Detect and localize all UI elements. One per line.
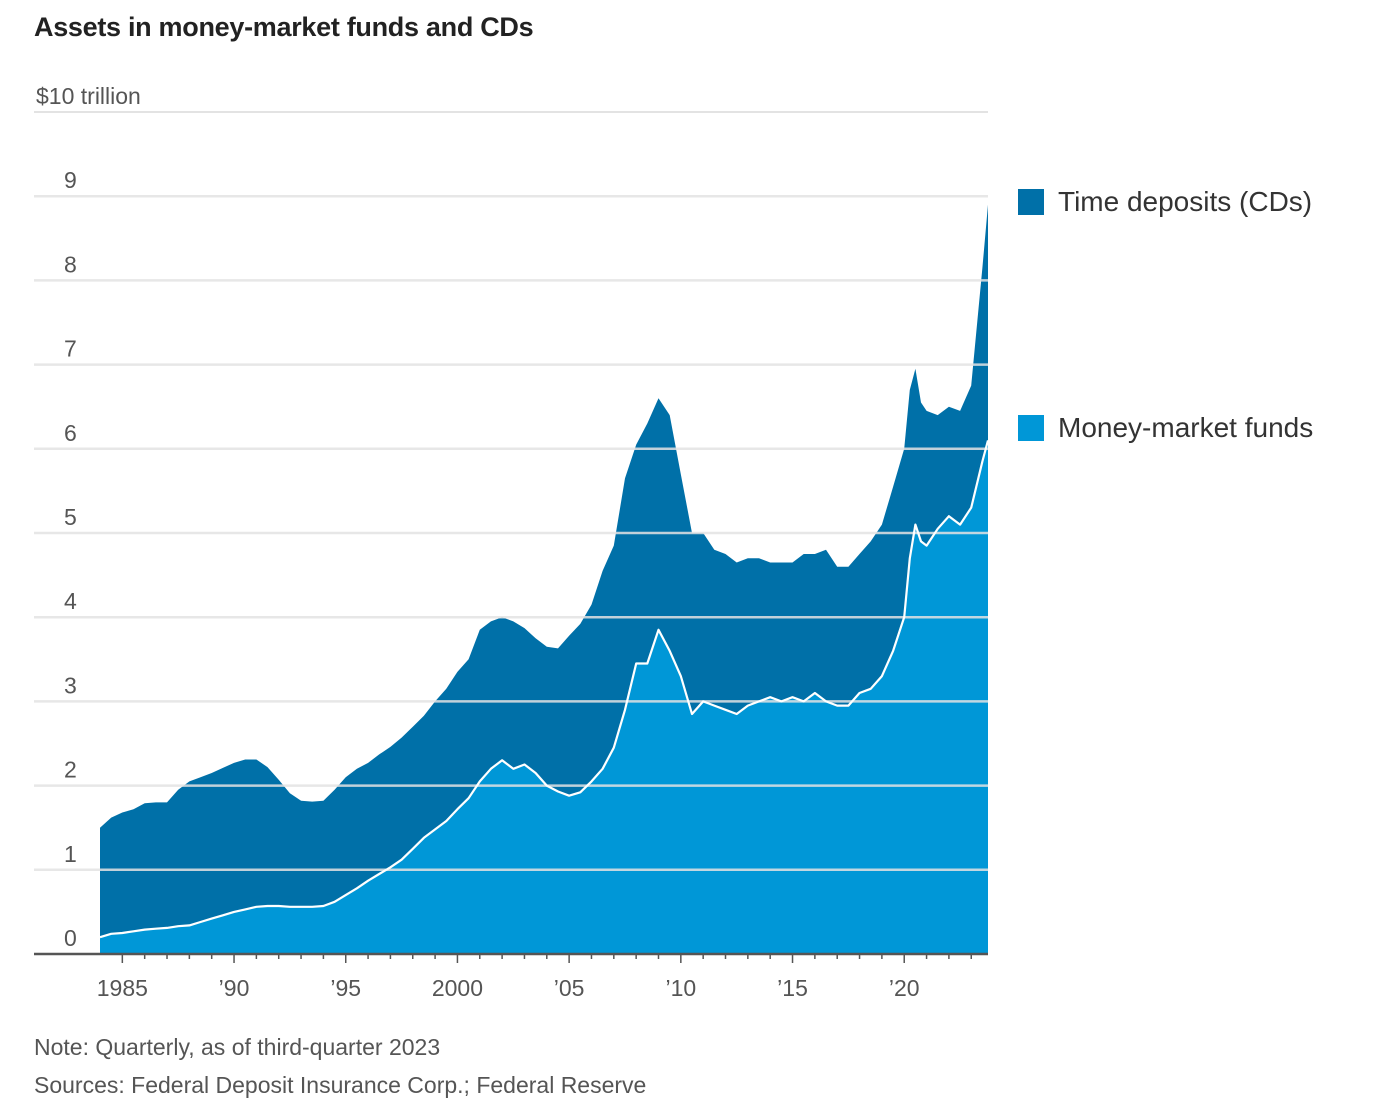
- chart-title: Assets in money-market funds and CDs: [34, 12, 534, 42]
- y-tick-label-9: 9: [64, 167, 77, 193]
- chart-sources: Sources: Federal Deposit Insurance Corp.…: [34, 1072, 647, 1098]
- x-tick-label-2020: ’20: [889, 975, 920, 1001]
- x-tick-label-1990: ’90: [219, 975, 250, 1001]
- y-tick-label-0: 0: [64, 925, 77, 951]
- y-unit-label: $10 trillion: [36, 83, 141, 109]
- y-tick-label-4: 4: [64, 588, 77, 614]
- legend-label-time-deposits: Time deposits (CDs): [1058, 186, 1313, 217]
- y-tick-label-1: 1: [64, 841, 77, 867]
- legend-swatch-time-deposits: [1018, 189, 1044, 215]
- x-tick-label-1995: ’95: [330, 975, 361, 1001]
- legend-swatch-money-market: [1018, 415, 1044, 441]
- x-tick-label-2000: 2000: [432, 975, 483, 1001]
- series-money-market-line: [99, 440, 990, 939]
- y-tick-label-3: 3: [64, 672, 77, 698]
- series-money-market-area: [100, 440, 988, 954]
- y-tick-label-5: 5: [64, 504, 77, 530]
- x-tick-label-1985: 1985: [97, 975, 148, 1001]
- x-tick-label-2005: ’05: [554, 975, 585, 1001]
- chart-note: Note: Quarterly, as of third-quarter 202…: [34, 1034, 441, 1060]
- x-tick-label-2010: ’10: [665, 975, 696, 1001]
- y-tick-label-8: 8: [64, 251, 77, 277]
- x-tick-label-2015: ’15: [777, 975, 808, 1001]
- legend-label-money-market: Money-market funds: [1058, 412, 1314, 443]
- y-tick-label-6: 6: [64, 420, 77, 446]
- y-tick-label-7: 7: [64, 336, 77, 362]
- legend-item-time-deposits: Time deposits (CDs): [1018, 186, 1312, 218]
- legend-item-money-market: Money-market funds: [1018, 412, 1313, 444]
- y-tick-label-2: 2: [64, 757, 77, 783]
